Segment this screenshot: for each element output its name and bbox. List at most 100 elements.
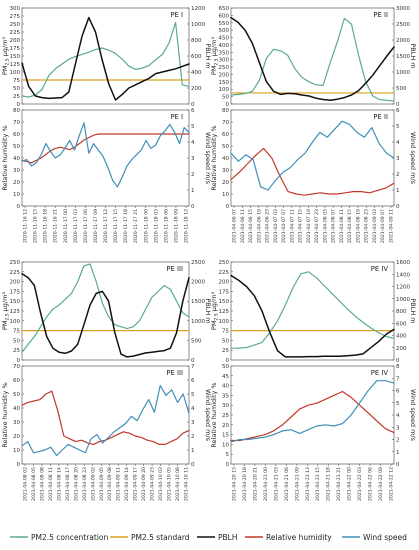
x-tick-label: 2021-04-08 14	[56, 467, 62, 501]
x-tick-label: 2021-04-09 11	[389, 209, 395, 243]
x-tick-label: 2020-11-18 03	[153, 209, 159, 243]
y-tick-label-left: 50	[222, 95, 229, 101]
y-tick-label-right: 600	[396, 321, 407, 327]
y-tick-label-right: 3	[396, 156, 400, 162]
x-tick-label: 2020-11-17 03	[73, 209, 79, 243]
plot-frame	[21, 109, 190, 207]
y-tick-label-right: 0	[191, 102, 195, 108]
y-tick-label-left: 125	[10, 309, 21, 315]
y-tick-label-left: 0	[226, 358, 230, 364]
y-tick-label-left: 50	[222, 364, 229, 370]
y-tick-label-left: 225	[219, 270, 230, 276]
y-tick-label-right: 1200	[191, 6, 205, 12]
x-tick-label: 2021-04-07 03	[273, 209, 279, 243]
legend-item-wind: Wind speed	[342, 533, 407, 542]
chart-panel-7: 0 25 50 75 100 125 150 175 200 225 250 0 200 400 600 80…	[210, 260, 417, 364]
y-axis-label-right: Wind speed m/s	[204, 389, 212, 442]
legend-label-pm25: PM2.5 concentration	[31, 533, 108, 542]
y-tick-label-left: 200	[219, 72, 230, 78]
x-tick-label: 2021-04-21 15	[315, 467, 321, 501]
y-tick-label-left: 50	[13, 86, 20, 92]
x-tick-label: 2021-04-07 15	[298, 209, 304, 243]
y-tick-label-left: 300	[219, 58, 230, 64]
plot-frame	[21, 7, 190, 105]
y-axis-label-right: PBLH m	[204, 298, 212, 323]
x-tick-label: 2021-04-20 21	[252, 467, 258, 501]
series-pm25	[21, 21, 190, 98]
series-rh	[21, 133, 190, 164]
y-tick-label-left: 500	[219, 28, 230, 34]
y-tick-label-right: 1000	[396, 297, 410, 303]
x-tick-label: 2021-04-22 12	[389, 467, 395, 501]
y-tick-label-right: 2000	[191, 280, 205, 286]
chart-panel-3: 0501001502002503003504004505005506006500…	[210, 6, 417, 108]
y-tick-label-left: 125	[219, 309, 230, 315]
y-tick-label-right: 5	[191, 124, 195, 130]
y-tick-label-right: 1	[396, 188, 400, 194]
y-tick-label-left: 100	[219, 319, 230, 325]
x-tick-label: 2021-04-10 11	[184, 467, 190, 501]
y-tick-label-right: 4	[396, 140, 400, 146]
x-tick-label: 2021-04-22 00	[347, 467, 353, 501]
series-pblh	[230, 16, 395, 101]
y-tick-label-left: 0	[17, 358, 21, 364]
x-tick-label: 2021-04-21 00	[263, 467, 269, 501]
y-axis-label-right: Wind speed m/s	[409, 389, 417, 442]
x-tick-label: 2021-04-09 08	[107, 467, 113, 501]
series-rh	[230, 147, 395, 196]
chart-panel-2: 0 10 20 30 40 50 60 70 80 0 1 2 3 4 5 6 Relative humidit…	[1, 108, 212, 243]
y-tick-label-left: 10	[13, 192, 20, 198]
y-tick-label-left: 400	[219, 43, 230, 49]
y-tick-label-right: 6	[191, 378, 195, 384]
y-tick-label-right: 0	[396, 102, 400, 108]
x-tick-label: 2021-04-09 23	[150, 467, 156, 501]
x-tick-label: 2021-04-21 18	[326, 467, 332, 501]
y-tick-label-left: 30	[13, 420, 20, 426]
y-tick-label-left: 150	[219, 80, 230, 86]
y-axis-label-right: PBLH m	[409, 298, 417, 323]
y-tick-label-left: 80	[13, 108, 20, 114]
y-tick-label-right: 0	[396, 358, 400, 364]
y-tick-label-right: 800	[191, 38, 202, 44]
y-tick-label-right: 500	[396, 86, 407, 92]
y-tick-label-left: 0	[17, 102, 21, 108]
x-tick-label: 2021-04-22 03	[357, 467, 363, 501]
panel-label: PE II	[373, 11, 388, 19]
y-tick-label-left: 50	[222, 144, 229, 150]
y-tick-label-left: 70	[222, 120, 229, 126]
y-tick-label-right: 1000	[191, 319, 205, 325]
y-tick-label-right: 1	[191, 188, 195, 194]
y-tick-label-right: 6	[191, 108, 195, 114]
y-tick-label-left: 25	[222, 413, 229, 419]
y-axis-label-left: PM2.5 μg/m³	[1, 37, 11, 76]
y-tick-label-right: 5	[396, 401, 400, 407]
y-axis-label-left: PM2.5 μg/m³	[210, 37, 220, 76]
x-tick-label: 2020-11-16 18	[43, 209, 49, 243]
y-tick-label-right: 1500	[191, 299, 205, 305]
y-tick-label-left: 70	[13, 120, 20, 126]
y-axis-label-left: Relative humidity %	[1, 125, 9, 190]
y-tick-label-right: 0	[396, 204, 400, 210]
x-tick-label: 2020-11-17 09	[93, 209, 99, 243]
panel-label: PE I	[170, 113, 183, 121]
series-pm25	[21, 263, 190, 353]
x-tick-label: 2021-04-21 03	[273, 467, 279, 501]
series-wind	[230, 380, 395, 443]
y-tick-label-left: 20	[13, 180, 20, 186]
y-tick-label-right: 200	[396, 346, 407, 352]
x-tick-label: 2021-04-10 05	[167, 467, 173, 501]
y-tick-label-right: 2000	[396, 38, 410, 44]
x-tick-label: 2021-04-06 11	[240, 209, 246, 243]
y-tick-label-left: 275	[10, 14, 21, 20]
legend: PM2.5 concentration PM2.5 standard PBLH …	[10, 533, 407, 542]
legend-item-standard: PM2.5 standard	[110, 533, 190, 542]
y-tick-label-left: 60	[222, 132, 229, 138]
y-tick-label-right: 1600	[396, 260, 410, 266]
x-tick-label: 2021-04-08 15	[347, 209, 353, 243]
panels: 0255075100125150175200225250275300020040…	[1, 6, 417, 501]
x-tick-label: 2021-04-22 06	[368, 467, 374, 501]
y-tick-label-right: 1200	[396, 285, 410, 291]
y-tick-label-right: 2	[396, 438, 400, 444]
y-tick-label-left: 150	[10, 299, 21, 305]
